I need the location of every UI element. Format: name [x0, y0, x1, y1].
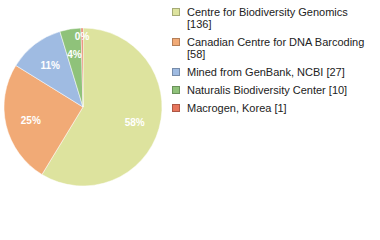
- data-label: 25%: [21, 115, 41, 126]
- data-label: 0%: [75, 31, 90, 42]
- legend-entry: Naturalis Biodiversity Center [10]: [172, 84, 367, 96]
- legend-entry: Canadian Centre for DNA Barcoding [58]: [172, 36, 367, 60]
- legend-label: Centre for Biodiversity Genomics [136]: [187, 6, 348, 30]
- legend-swatch: [172, 104, 180, 112]
- data-labels: 58% 25% 11% 4% 0%: [21, 31, 145, 128]
- legend-swatch: [172, 8, 180, 16]
- legend-swatch: [172, 38, 180, 46]
- legend-swatch: [172, 86, 180, 94]
- slices: [4, 28, 162, 186]
- legend-swatch: [172, 68, 180, 76]
- legend-label: Canadian Centre for DNA Barcoding [58]: [187, 36, 364, 60]
- data-label: 4%: [67, 49, 82, 60]
- legend-entry: Macrogen, Korea [1]: [172, 102, 367, 114]
- legend-entry: Centre for Biodiversity Genomics [136]: [172, 6, 367, 30]
- legend-label: Macrogen, Korea [1]: [187, 102, 287, 114]
- legend-label: Naturalis Biodiversity Center [10]: [187, 84, 347, 96]
- data-label: 11%: [40, 60, 60, 71]
- legend: Centre for Biodiversity Genomics [136] Ca…: [172, 6, 372, 120]
- data-label: 58%: [125, 117, 145, 128]
- legend-label: Mined from GenBank, NCBI [27]: [187, 66, 345, 78]
- legend-entry: Mined from GenBank, NCBI [27]: [172, 66, 367, 78]
